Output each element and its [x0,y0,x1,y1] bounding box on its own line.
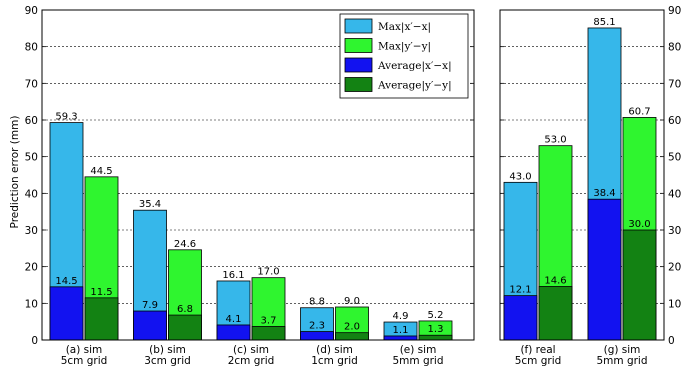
chart-panel-2: 0 10 20 30 40 50 60 70 80 90 43.0 53.0 12.1 14.6 (f) r… [499,5,681,367]
x-category-label: (d) sim 1cm grid [311,344,358,367]
data-label-avg-x: 2.3 [309,321,325,332]
bar-avg-y [538,286,573,341]
y-tick-label: 70 [25,78,38,90]
bar-avg-x [587,198,622,341]
y-tick-label: 20 [25,262,38,274]
legend-swatch-avg-y [344,77,373,92]
x-category-label-line: 5mm grid [392,355,443,367]
legend-label-max-y: Max|y′−y| [378,41,431,54]
x-category-label-line: 3cm grid [144,355,191,367]
y-tick-label: 40 [25,188,38,200]
legend-swatch-avg-x [344,57,373,73]
x-category-label: (b) sim 3cm grid [144,344,191,367]
x-category-label-line: (a) sim [66,344,103,356]
y-tick-label: 80 [25,42,38,54]
data-label-avg-y: 30.0 [628,219,650,230]
y-tick-label: 50 [25,152,38,164]
x-category-label: (e) sim 5mm grid [392,344,443,367]
y-tick-label: 70 [668,78,681,90]
legend-label-max-x: Max|x′−x| [378,21,431,34]
y-tick-label: 30 [668,225,681,237]
data-label-avg-y: 11.5 [90,287,112,298]
x-category-label-line: (e) sim [400,344,437,356]
legend-label-avg-x: Average|x′−x| [377,60,452,73]
data-label-max-y: 5.2 [428,310,444,321]
y-tick-label: 60 [668,115,681,127]
y-tick-label: 20 [668,262,681,274]
data-label-max-y: 60.7 [628,106,650,117]
data-label-avg-y: 6.8 [177,304,193,315]
data-label-max-x: 59.3 [55,112,77,123]
data-label-avg-x: 38.4 [593,188,615,199]
x-category-label: (c) sim 2cm grid [228,344,275,367]
x-category-label-line: (d) sim [316,344,353,356]
data-label-max-y: 9.0 [344,296,360,307]
bar-avg-x [300,331,334,341]
bar-avg-y [335,332,369,341]
x-category-label-line: 1cm grid [311,355,358,367]
data-label-max-y: 44.5 [90,166,112,177]
data-label-avg-y: 3.7 [261,315,277,326]
y-tick-label: 30 [25,225,38,237]
data-label-max-x: 8.8 [309,297,325,308]
data-label-max-y: 17.0 [257,267,279,278]
x-category-label-line: (c) sim [233,344,269,356]
x-category-label-line: 2cm grid [228,355,275,367]
data-label-avg-x: 12.1 [509,285,531,296]
legend-label-avg-y: Average|y′−y| [377,80,452,93]
bar-avg-x [383,335,418,341]
y-tick-label: 50 [668,152,681,164]
x-category-label: (f) real 5cm grid [515,344,562,367]
data-label-max-y: 53.0 [544,135,566,146]
x-category-label-line: (f) real [520,344,555,356]
y-tick-label: 90 [25,5,38,17]
bar-avg-x [49,286,84,341]
data-label-max-x: 35.4 [139,199,161,210]
data-label-max-y: 24.6 [174,239,196,250]
x-category-label-line: 5mm grid [596,355,647,367]
y-tick-label: 90 [668,5,681,17]
data-label-avg-x: 1.1 [393,325,409,336]
data-label-max-x: 4.9 [393,311,409,322]
data-label-max-x: 16.1 [222,270,244,281]
x-category-label-line: 5cm grid [61,355,108,367]
legend-swatch-max-x [344,18,373,34]
bar-avg-x [216,324,251,341]
y-tick-label: 40 [668,188,681,200]
y-tick-label: 80 [668,42,681,54]
x-category-label: (a) sim 5cm grid [61,344,108,367]
y-tick-label: 0 [668,335,675,347]
data-label-avg-y: 14.6 [544,275,566,286]
bar-avg-y [84,297,119,341]
data-label-max-x: 85.1 [593,17,615,28]
chart-panel-1: 0 10 20 30 40 50 60 70 80 90 59.3 44.5 14.5 11.5 (a) s… [25,5,475,367]
y-tick-label: 0 [31,335,38,347]
data-label-max-x: 43.0 [509,171,531,182]
bar-avg-y [168,314,202,341]
data-label-avg-x: 14.5 [55,276,77,287]
legend-swatch-max-y [344,38,373,53]
plot-frame [41,9,475,341]
x-category-label: (g) sim 5mm grid [596,344,647,367]
data-label-avg-x: 7.9 [142,300,158,311]
y-tick-label: 10 [668,298,681,310]
x-category-label-line: 5cm grid [515,355,562,367]
data-label-avg-y: 2.0 [344,322,360,333]
y-tick-label: 60 [25,115,38,127]
data-label-avg-x: 4.1 [226,314,242,325]
bar-avg-y [418,334,453,341]
bar-avg-x [503,295,538,341]
y-axis-title: Prediction error (mm) [9,116,21,229]
x-category-label-line: (g) sim [604,344,641,356]
bar-avg-x [133,310,167,341]
bar-avg-y [622,229,657,341]
data-label-avg-y: 1.3 [428,324,444,335]
bar-avg-y [251,326,286,341]
plot-frame [499,9,665,341]
x-category-label-line: (b) sim [149,344,186,356]
legend: Max|x′−x| Max|y′−y| Average|x′−x| Average|y… [339,13,469,99]
y-tick-label: 10 [25,298,38,310]
